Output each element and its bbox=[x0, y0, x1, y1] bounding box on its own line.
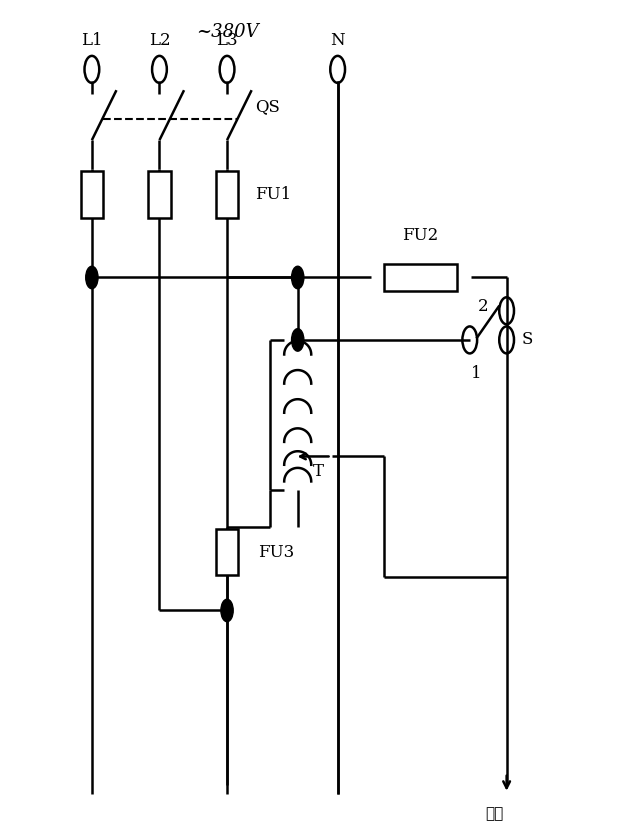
Text: ~380V: ~380V bbox=[196, 23, 259, 41]
Text: L2: L2 bbox=[149, 32, 170, 49]
Text: 2: 2 bbox=[477, 298, 488, 315]
Text: QS: QS bbox=[255, 98, 280, 116]
Text: 1: 1 bbox=[471, 365, 481, 382]
Text: S: S bbox=[522, 331, 533, 349]
FancyBboxPatch shape bbox=[148, 171, 171, 218]
Text: FU2: FU2 bbox=[402, 227, 439, 244]
FancyBboxPatch shape bbox=[216, 529, 238, 576]
Text: L1: L1 bbox=[81, 32, 103, 49]
FancyBboxPatch shape bbox=[81, 171, 103, 218]
Text: 输出: 输出 bbox=[485, 806, 503, 821]
Ellipse shape bbox=[221, 599, 233, 622]
Text: FU1: FU1 bbox=[255, 186, 291, 203]
Text: L3: L3 bbox=[216, 32, 238, 49]
Ellipse shape bbox=[291, 328, 304, 351]
Ellipse shape bbox=[86, 266, 98, 289]
Text: T: T bbox=[313, 463, 324, 480]
FancyBboxPatch shape bbox=[216, 171, 238, 218]
Text: N: N bbox=[330, 32, 345, 49]
Text: FU3: FU3 bbox=[258, 544, 294, 561]
FancyBboxPatch shape bbox=[384, 264, 458, 291]
Ellipse shape bbox=[291, 266, 304, 289]
